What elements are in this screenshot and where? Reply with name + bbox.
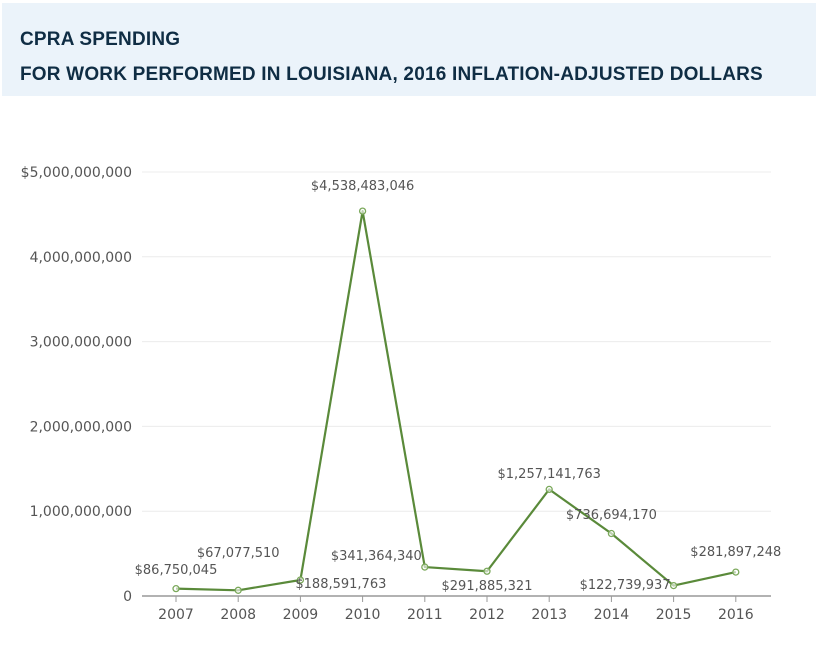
data-label: $4,538,483,046: [311, 179, 414, 194]
data-point: [483, 567, 491, 575]
data-point: [732, 568, 740, 576]
data-label: $1,257,141,763: [498, 467, 601, 482]
data-labels: $86,750,045 $67,077,510 $188,591,763 $4,538…: [135, 179, 782, 594]
data-point: [421, 563, 429, 571]
chart-header: CPRA SPENDING FOR WORK PERFORMED IN LOUI…: [2, 3, 816, 96]
x-tick-label: 2011: [407, 607, 443, 623]
y-tick-label: 0: [123, 589, 132, 605]
data-label: $188,591,763: [295, 577, 386, 592]
data-label: $122,739,937: [580, 578, 671, 593]
x-tick-label: 2014: [594, 607, 630, 623]
y-tick-label: 2,000,000,000: [30, 419, 132, 435]
gridlines: [142, 171, 771, 512]
x-tick-label: 2010: [345, 607, 381, 623]
series-line: [175, 210, 737, 592]
y-tick-label: $5,000,000,000: [21, 165, 132, 181]
data-label: $86,750,045: [135, 563, 218, 578]
y-tick-label: 1,000,000,000: [30, 504, 132, 520]
data-point: [607, 529, 616, 538]
data-label: $67,077,510: [197, 546, 280, 561]
data-point: [669, 581, 678, 590]
chart-subtitle: FOR WORK PERFORMED IN LOUISIANA, 2016 IN…: [20, 64, 763, 85]
y-tick-label: 4,000,000,000: [30, 250, 132, 266]
data-label: $341,364,340: [331, 549, 422, 564]
data-point: [234, 586, 242, 594]
x-tick-label: 2015: [656, 607, 692, 623]
series-line: [172, 207, 740, 594]
x-tick-label: 2007: [158, 607, 194, 623]
data-point: [358, 207, 367, 215]
data-point: [296, 576, 305, 584]
y-tick-label: 3,000,000,000: [30, 335, 132, 351]
data-point: [545, 485, 553, 494]
x-tick-label: 2013: [531, 607, 567, 623]
x-tick-label: 2016: [718, 607, 754, 623]
data-label: $281,897,248: [690, 545, 781, 560]
x-tick-label: 2009: [283, 607, 319, 623]
x-tick-label: 2008: [220, 607, 256, 623]
y-axis: 0 1,000,000,000 2,000,000,000 3,000,000,000…: [21, 165, 132, 605]
x-tick-label: 2012: [469, 607, 505, 623]
chart-title: CPRA SPENDING: [20, 29, 181, 50]
data-label: $291,885,321: [442, 579, 533, 594]
data-label: $736,694,170: [566, 508, 657, 523]
x-axis: 2007 2008 2009 2010 2011 2012 2013 2014 2015 2016: [142, 595, 771, 623]
data-point: [172, 584, 180, 593]
